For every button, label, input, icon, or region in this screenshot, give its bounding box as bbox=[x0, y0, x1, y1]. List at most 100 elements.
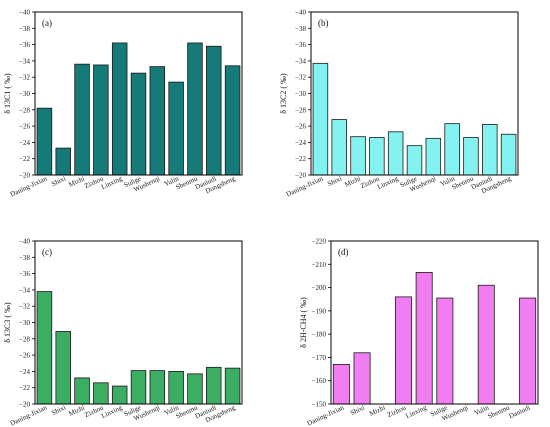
panel-label: (c) bbox=[42, 247, 52, 257]
x-tick-label: Mizhi bbox=[368, 404, 387, 418]
bar-daniudi bbox=[482, 124, 498, 176]
y-tick-label: −26 bbox=[19, 123, 30, 131]
y-tick-label: −28 bbox=[19, 335, 30, 343]
y-tick-label: −200 bbox=[312, 284, 327, 292]
panel-label: (b) bbox=[318, 18, 329, 28]
y-tick-label: −210 bbox=[312, 261, 327, 269]
y-tick-label: −38 bbox=[19, 25, 30, 33]
bar-zizhou bbox=[93, 382, 109, 405]
y-tick-label: −36 bbox=[295, 41, 306, 49]
y-tick-label: −170 bbox=[312, 354, 327, 362]
bar-linxing bbox=[111, 42, 128, 176]
panel-label: (a) bbox=[42, 18, 52, 28]
bar-daning-jixian bbox=[36, 291, 53, 405]
bar-zizhou bbox=[394, 296, 412, 405]
x-tick-label: Shixi bbox=[50, 404, 67, 418]
bar-wushenqi bbox=[149, 370, 166, 405]
bar-shixi bbox=[331, 119, 347, 176]
x-tick-label: Zizhou bbox=[386, 403, 408, 419]
bar-yulin bbox=[168, 81, 184, 176]
x-tick-label: Linxing bbox=[405, 403, 429, 420]
y-tick-label: −38 bbox=[295, 25, 306, 33]
bar-yulin bbox=[168, 370, 184, 405]
y-tick-label: −40 bbox=[19, 238, 30, 246]
bar-daniudi bbox=[206, 366, 222, 405]
bar-shenmu bbox=[187, 42, 203, 176]
chart-panel-d: −150−160−170−180−190−200−210−220Daning-J… bbox=[299, 238, 539, 427]
bar-daniudi bbox=[519, 297, 537, 405]
y-tick-label: −26 bbox=[19, 352, 30, 360]
y-tick-label: −32 bbox=[19, 303, 30, 311]
y-axis-label: δ 13C3 ( ‰) bbox=[3, 302, 12, 343]
x-tick-label: Mizhi bbox=[67, 404, 86, 418]
y-tick-label: −28 bbox=[295, 106, 306, 114]
y-tick-label: −190 bbox=[312, 307, 327, 315]
y-tick-label: −34 bbox=[19, 57, 30, 65]
panel-label: (d) bbox=[338, 247, 349, 257]
x-tick-label: Linxing bbox=[376, 174, 400, 191]
bar-shenmu bbox=[187, 373, 203, 405]
y-tick-label: −32 bbox=[19, 74, 30, 82]
y-tick-label: −20 bbox=[295, 172, 306, 180]
y-tick-label: −30 bbox=[295, 90, 306, 98]
y-tick-label: −24 bbox=[19, 368, 30, 376]
y-tick-label: −24 bbox=[295, 139, 306, 147]
y-tick-label: −34 bbox=[19, 286, 30, 294]
bar-sulige bbox=[436, 297, 454, 405]
bar-daning-jixian bbox=[312, 62, 329, 176]
x-tick-label: Shixi bbox=[326, 175, 343, 189]
bar-sulige bbox=[130, 72, 147, 176]
bar-mizhi bbox=[74, 63, 90, 176]
bar-linxing bbox=[415, 272, 433, 405]
y-tick-label: −36 bbox=[19, 41, 30, 49]
plot-frame bbox=[330, 240, 539, 405]
y-axis-label: δ 2H-CH4 ( ‰) bbox=[299, 297, 308, 348]
y-tick-label: −22 bbox=[19, 384, 30, 392]
y-tick-label: −30 bbox=[19, 90, 30, 98]
bar-yulin bbox=[444, 123, 460, 176]
bar-dongsheng bbox=[500, 133, 517, 176]
bar-dongsheng bbox=[224, 65, 241, 176]
bar-daning-jixian bbox=[36, 107, 53, 176]
bar-linxing bbox=[111, 385, 128, 405]
y-tick-label: −22 bbox=[19, 155, 30, 163]
bar-wushenqi bbox=[149, 66, 166, 176]
x-tick-label: Linxing bbox=[100, 403, 124, 420]
y-tick-label: −34 bbox=[295, 57, 306, 65]
y-tick-label: −24 bbox=[19, 139, 30, 147]
x-tick-label: Mizhi bbox=[67, 175, 86, 189]
x-tick-label: Daniudi bbox=[508, 404, 532, 421]
y-tick-label: −22 bbox=[295, 155, 306, 163]
bar-mizhi bbox=[74, 377, 90, 405]
chart-panel-c: −20−22−24−26−28−30−32−34−36−38−40Daning-… bbox=[3, 238, 243, 427]
y-tick-label: −32 bbox=[295, 74, 306, 82]
bar-shenmu bbox=[463, 137, 479, 176]
bar-zizhou bbox=[93, 64, 109, 176]
bar-wushenqi bbox=[425, 137, 442, 176]
y-tick-label: −180 bbox=[312, 331, 327, 339]
y-tick-label: −26 bbox=[295, 123, 306, 131]
bar-dongsheng bbox=[224, 367, 241, 405]
y-tick-label: −220 bbox=[312, 238, 327, 246]
x-tick-label: Linxing bbox=[100, 174, 124, 191]
bar-shixi bbox=[55, 147, 71, 176]
chart-panel-a: −20−22−24−26−28−30−32−34−36−38−40Daning-… bbox=[3, 9, 243, 199]
bar-shixi bbox=[353, 352, 371, 405]
x-tick-label: Shenmu bbox=[487, 403, 512, 420]
bar-sulige bbox=[406, 145, 423, 176]
y-tick-label: −40 bbox=[295, 9, 306, 17]
bar-daniudi bbox=[206, 45, 222, 176]
bar-shixi bbox=[55, 331, 71, 405]
bar-mizhi bbox=[350, 136, 366, 176]
y-tick-label: −30 bbox=[19, 319, 30, 327]
bar-daning-jixian bbox=[332, 364, 350, 405]
bar-yulin bbox=[477, 284, 495, 405]
bar-zizhou bbox=[369, 137, 385, 176]
chart-panel-b: −20−22−24−26−28−30−32−34−36−38−40Daning-… bbox=[279, 9, 519, 199]
x-tick-label: Shixi bbox=[349, 404, 366, 418]
y-tick-label: −20 bbox=[19, 401, 30, 409]
y-tick-label: −28 bbox=[19, 106, 30, 114]
y-axis-label: δ 13C1 ( ‰) bbox=[3, 73, 12, 114]
y-tick-label: −160 bbox=[312, 377, 327, 385]
